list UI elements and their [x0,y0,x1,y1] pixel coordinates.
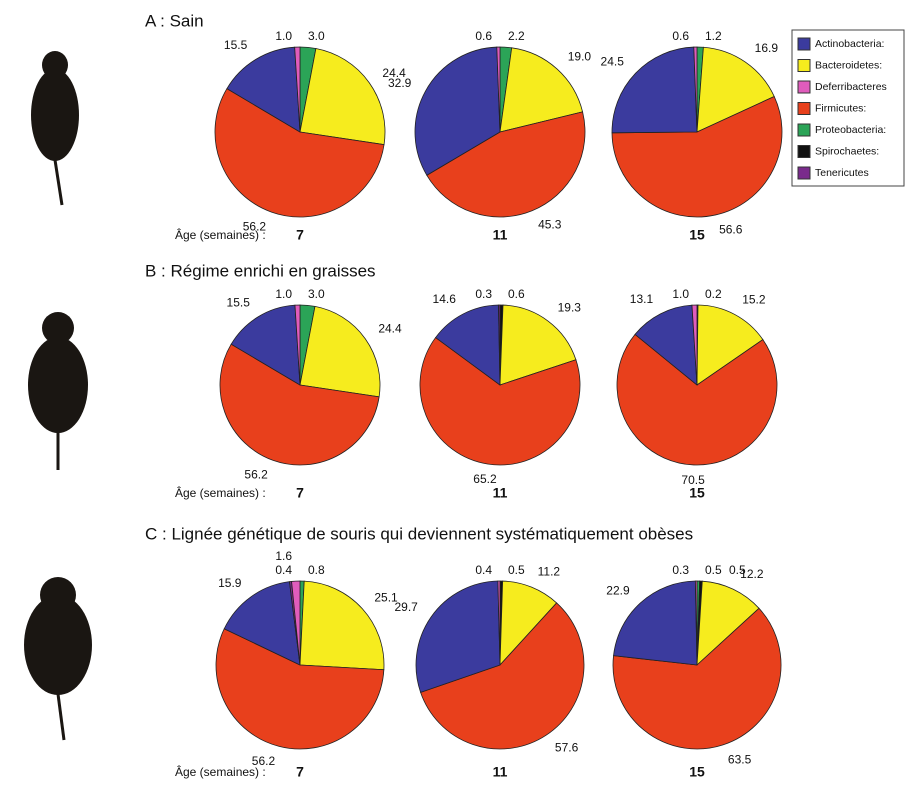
slice-label: 15.2 [742,292,766,306]
slice-label: 0.5 [508,563,525,577]
mouse-head [42,51,68,79]
panel-title: A : Sain [145,11,204,30]
slice-label: 0.6 [508,287,525,301]
pie-title: 7 [296,485,304,501]
legend-swatch [798,167,810,179]
slice-label: 56.2 [252,754,276,768]
slice-label: 57.6 [555,741,579,755]
legend-label: Proteobacteria: [815,124,886,136]
slice-label: 56.2 [243,219,267,233]
slice-label: 65.2 [473,472,497,486]
slice-label: 24.5 [601,54,625,68]
slice-label: 0.4 [475,563,492,577]
pie-slice [612,47,697,133]
slice-label: 0.8 [308,563,325,577]
slice-label: 1.0 [672,287,689,301]
slice-label: 0.6 [672,29,689,43]
slice-label: 0.5 [705,563,722,577]
slice-label: 32.9 [388,76,412,90]
pie-title: 11 [493,485,508,501]
legend-swatch [798,60,810,72]
slice-label: 63.5 [728,752,752,766]
slice-label: 12.2 [740,567,764,581]
pie-title: 11 [493,764,508,780]
legend-label: Tenericutes [815,167,869,179]
slice-label: 56.2 [244,468,268,482]
slice-label: 15.5 [227,295,251,309]
pie-title: 7 [296,227,304,243]
pie-title: 15 [689,485,705,501]
figure: A : Sain Âge (semaines) : B : Régime enric… [0,0,905,787]
legend-label: Spirochaetes: [815,145,879,157]
slice-label: 0.2 [705,287,722,301]
slice-label: 29.7 [394,600,418,614]
pie-slice [300,581,384,670]
mouse-head [42,312,74,344]
slice-label: 3.0 [308,29,325,43]
slice-label: 0.6 [475,29,492,43]
slice-label: 56.6 [719,223,743,237]
slice-label: 19.0 [568,49,592,63]
legend-label: Deferribacteres [815,81,887,93]
legend-label: Firmicutes: [815,102,866,114]
slice-label: 15.5 [224,38,248,52]
slice-label: 15.9 [218,576,242,590]
pie-title: 11 [493,227,508,243]
slice-label: 1.2 [705,29,722,43]
slice-label: 2.2 [508,29,525,43]
slice-label: 0.3 [672,563,689,577]
slice-label: 1.0 [275,29,292,43]
slice-label: 14.6 [433,292,457,306]
slice-label: 24.4 [378,322,402,336]
slice-label: 3.0 [308,287,325,301]
mouse-tail [55,160,62,205]
mouse-tail [58,694,64,740]
slice-label: 70.5 [681,473,705,487]
panel-title: C : Lignée génétique de souris qui devie… [145,524,693,543]
legend-label: Bacteroidetes: [815,59,882,71]
slice-label: 45.3 [538,218,562,232]
mouse-icons [24,51,92,740]
slice-label: 1.6 [275,549,292,563]
legend-swatch [798,38,810,50]
pie-title: 15 [689,227,705,243]
pie-slice [300,306,380,396]
legend-swatch [798,124,810,136]
panel-title: B : Régime enrichi en graisses [145,261,376,280]
mouse [28,337,88,433]
legend-swatch [798,81,810,93]
slice-label: 0.3 [475,287,492,301]
slice-label: 11.2 [538,565,561,579]
mouse-head [40,577,76,613]
slice-label: 0.4 [275,563,292,577]
slice-label: 19.3 [558,300,582,314]
slice-label: 16.9 [755,41,779,55]
slice-label: 1.0 [275,287,292,301]
pie-title: 7 [296,764,304,780]
legend-swatch [798,103,810,115]
mouse [31,69,79,161]
legend-swatch [798,146,810,158]
age-label: Âge (semaines) : [175,485,266,500]
slice-label: 22.9 [606,583,630,597]
slice-label: 13.1 [630,292,654,306]
legend-label: Actinobacteria: [815,38,884,50]
pie-title: 15 [689,764,705,780]
